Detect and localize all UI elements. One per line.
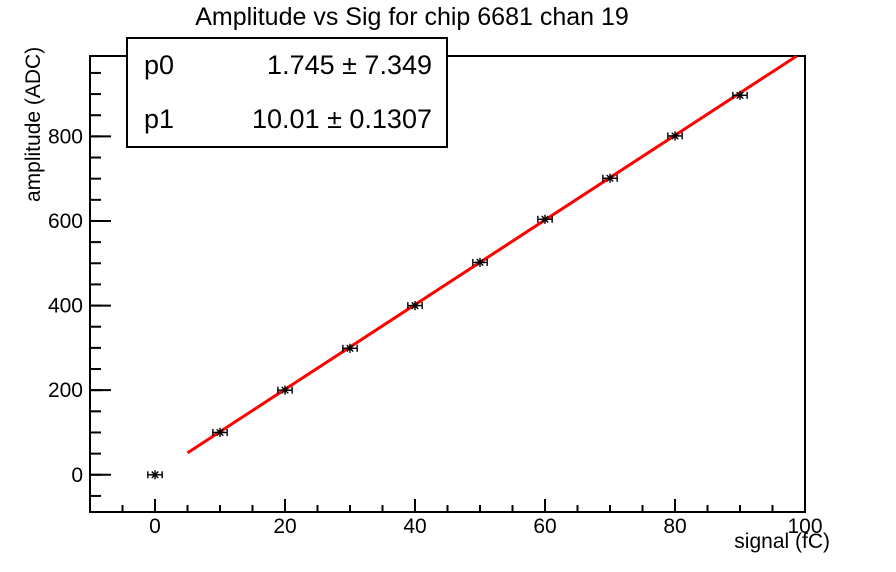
stat-row-p1: p1 10.01 ± 0.1307	[144, 93, 432, 147]
y-axis-ticks	[91, 71, 111, 497]
x-tick-label: 100	[787, 515, 822, 538]
x-tick-label: 20	[273, 515, 296, 538]
data-point-marker	[212, 427, 228, 438]
x-tick-label: 80	[663, 515, 686, 538]
y-tick-label: 600	[48, 210, 83, 233]
y-axis-title: amplitude (ADC)	[22, 46, 45, 202]
data-point-marker	[407, 300, 423, 311]
data-point-marker	[147, 470, 163, 480]
y-tick-labels: 0 200 400 600 800	[48, 125, 83, 486]
fit-stats-box: p0 1.745 ± 7.349 p1 10.01 ± 0.1307	[126, 37, 448, 148]
data-point-marker	[732, 90, 748, 100]
chart-title: Amplitude vs Sig for chip 6681 chan 19	[195, 3, 629, 31]
data-point-marker	[667, 131, 683, 141]
x-tick-label: 60	[533, 515, 556, 538]
y-tick-label: 0	[71, 464, 83, 487]
data-points	[147, 90, 748, 480]
param-value-p0: 1.745 ± 7.349	[267, 50, 432, 81]
data-point-marker	[537, 214, 553, 224]
stat-row-p0: p0 1.745 ± 7.349	[144, 39, 432, 93]
y-tick-label: 200	[48, 379, 83, 402]
x-axis-title: signal (fC)	[734, 530, 830, 553]
data-point-marker	[342, 343, 358, 353]
y-tick-label: 800	[48, 125, 83, 148]
y-tick-label: 400	[48, 295, 83, 318]
data-point-marker	[277, 385, 293, 395]
param-name-p0: p0	[144, 50, 175, 81]
x-tick-label: 40	[403, 515, 426, 538]
data-point-marker	[602, 173, 618, 183]
param-value-p1: 10.01 ± 0.1307	[252, 103, 432, 134]
param-name-p1: p1	[144, 103, 175, 134]
x-axis-ticks	[89, 499, 806, 511]
x-tick-label: 0	[149, 515, 161, 538]
x-tick-labels: 0 20 40 60 80 100	[149, 515, 822, 538]
data-point-marker	[472, 257, 488, 268]
fit-line	[186, 54, 798, 455]
